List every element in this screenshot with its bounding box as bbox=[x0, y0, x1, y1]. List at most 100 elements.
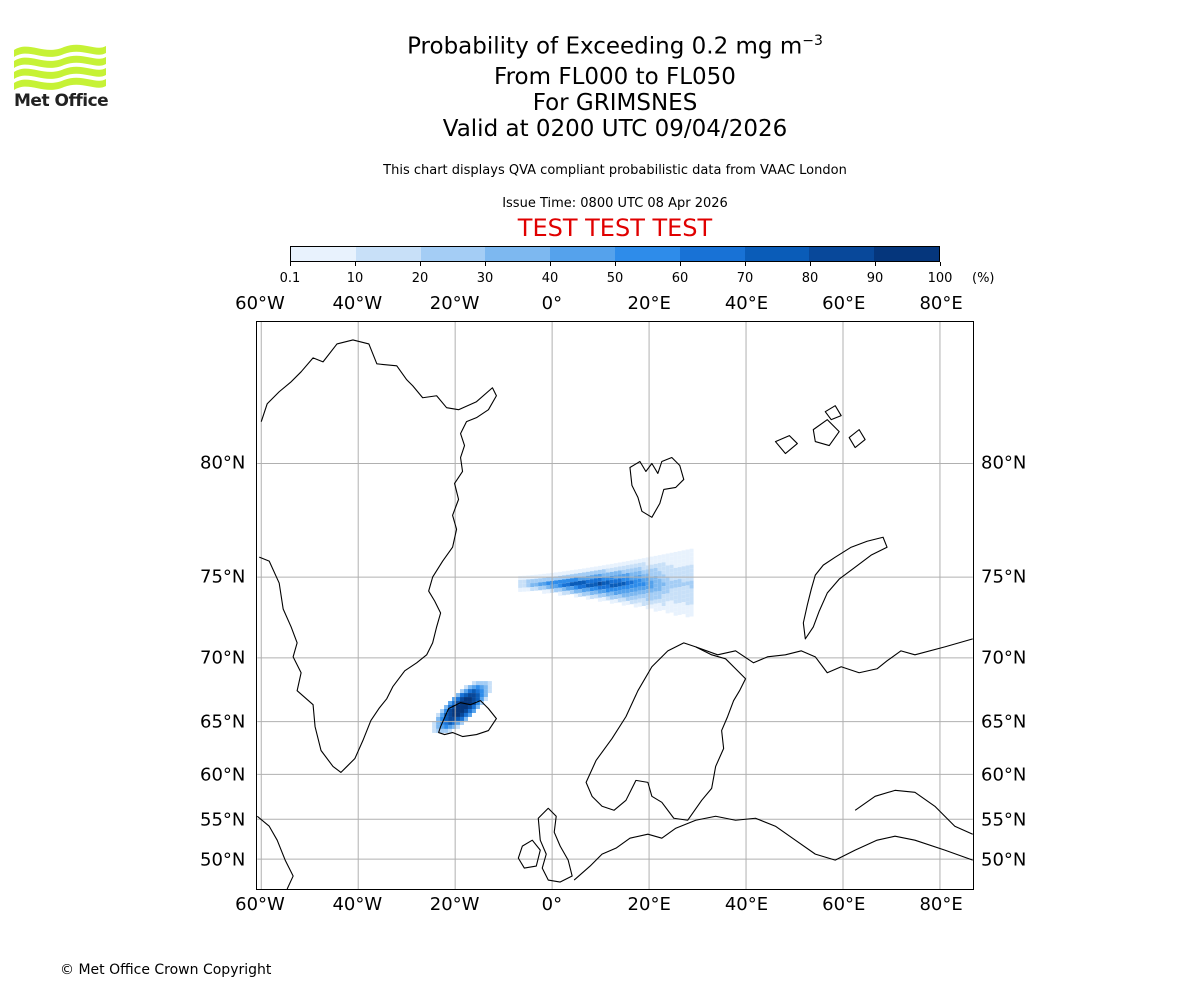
ash-probability-cell bbox=[641, 601, 646, 606]
ash-probability-cell bbox=[585, 579, 590, 584]
ash-probability-cell bbox=[661, 558, 666, 563]
ash-probability-cell bbox=[542, 577, 547, 582]
ash-probability-cell bbox=[669, 572, 674, 577]
longitude-label: 80°E bbox=[919, 894, 963, 915]
ash-probability-cell bbox=[558, 579, 563, 584]
ash-probability-cell bbox=[570, 574, 574, 579]
ash-probability-cell bbox=[534, 582, 539, 587]
ash-probability-cell bbox=[530, 587, 535, 592]
ash-probability-cell bbox=[685, 553, 690, 558]
logo-wave bbox=[14, 77, 106, 90]
test-banner: TEST TEST TEST bbox=[517, 214, 713, 242]
ash-probability-cell bbox=[448, 708, 453, 713]
logo-wave bbox=[14, 44, 106, 57]
ash-probability-cell bbox=[629, 596, 634, 601]
ash-probability-cell bbox=[681, 594, 686, 599]
ash-probability-cell bbox=[673, 595, 678, 600]
ash-probability-cell bbox=[589, 571, 594, 576]
ash-probability-cell bbox=[685, 581, 690, 586]
ash-probability-cell bbox=[677, 567, 682, 572]
ash-probability-cell bbox=[452, 712, 457, 717]
ash-probability-cell bbox=[649, 592, 654, 597]
ash-probability-cell bbox=[558, 575, 563, 580]
ash-probability-cell bbox=[546, 577, 551, 582]
ash-probability-cell bbox=[475, 681, 480, 686]
ash-probability-cell bbox=[597, 589, 602, 594]
ash-probability-cell bbox=[467, 708, 472, 713]
ash-probability-cell bbox=[617, 598, 622, 603]
ash-probability-cell bbox=[637, 582, 642, 587]
ash-probability-cell bbox=[673, 583, 678, 588]
ash-probability-cell bbox=[589, 583, 594, 588]
ash-probability-cell bbox=[633, 567, 638, 572]
ash-probability-cell bbox=[657, 602, 662, 607]
ash-probability-cell bbox=[657, 598, 662, 603]
ash-probability-cell bbox=[617, 582, 622, 587]
ash-probability-cell bbox=[456, 697, 461, 702]
longitude-label: 0° bbox=[541, 293, 563, 314]
ash-probability-cell bbox=[471, 685, 476, 690]
ash-probability-cell bbox=[689, 596, 694, 601]
ash-probability-cell bbox=[460, 716, 464, 721]
ash-probability-cell bbox=[558, 587, 563, 592]
ash-probability-cell bbox=[440, 724, 445, 729]
ash-probability-cell bbox=[657, 567, 662, 572]
ash-probability-cell bbox=[621, 565, 626, 570]
ash-probability-cell bbox=[661, 598, 666, 603]
ash-probability-cell bbox=[597, 565, 602, 570]
coast-iceland bbox=[438, 700, 497, 738]
ash-probability-cell bbox=[665, 565, 670, 570]
ash-probability-cell bbox=[601, 589, 606, 594]
ash-probability-cell bbox=[665, 569, 670, 574]
ash-probability-cell bbox=[613, 579, 618, 584]
ash-probability-cell bbox=[617, 566, 622, 571]
ash-probability-cell bbox=[581, 592, 586, 597]
ash-probability-cell bbox=[460, 712, 464, 717]
ash-probability-cell bbox=[625, 600, 630, 605]
longitude-label: 60°E bbox=[822, 894, 866, 915]
ash-probability-cell bbox=[689, 564, 694, 569]
ash-probability-cell bbox=[581, 584, 586, 589]
ash-probability-cell bbox=[460, 708, 464, 713]
ash-probability-cell bbox=[585, 583, 590, 588]
ash-probability-cell bbox=[621, 561, 626, 566]
ash-probability-cell bbox=[585, 595, 590, 600]
ash-probability-cell bbox=[456, 712, 461, 717]
ash-probability-cell bbox=[593, 594, 598, 599]
ash-probability-cell bbox=[657, 590, 662, 595]
description-text: This chart displays QVA compliant probab… bbox=[383, 163, 847, 178]
colorbar-segment bbox=[874, 247, 939, 261]
ash-probability-cell bbox=[538, 578, 543, 583]
ash-probability-cell bbox=[637, 578, 642, 583]
ash-probability-cell bbox=[601, 565, 606, 570]
ash-probability-cell bbox=[452, 724, 457, 729]
ash-probability-cell bbox=[685, 613, 690, 618]
ash-probability-cell bbox=[479, 685, 484, 690]
ash-probability-cell bbox=[689, 568, 694, 573]
longitude-label: 40°E bbox=[724, 894, 769, 915]
ash-probability-cell bbox=[685, 589, 690, 594]
ash-probability-cell bbox=[665, 553, 670, 558]
ash-probability-cell bbox=[673, 591, 678, 596]
colorbar-tick-mark bbox=[680, 262, 681, 266]
coast-kola-russia bbox=[695, 638, 973, 674]
ash-probability-cell bbox=[475, 685, 480, 690]
ash-probability-cell bbox=[649, 584, 654, 589]
colorbar-tick-label: 30 bbox=[476, 271, 494, 286]
ash-probability-cell bbox=[570, 590, 574, 595]
ash-probability-cell bbox=[530, 583, 535, 588]
ash-probability-cell bbox=[562, 583, 567, 588]
ash-probability-cell bbox=[573, 593, 578, 598]
latitude-label: 50°N bbox=[200, 849, 246, 871]
ash-probability-cell bbox=[629, 588, 634, 593]
ash-probability-cell bbox=[471, 705, 476, 709]
ash-probability-cell bbox=[617, 574, 622, 579]
ash-probability-cell bbox=[653, 555, 658, 560]
ash-probability-cell bbox=[436, 728, 441, 733]
ash-probability-cell bbox=[593, 578, 598, 583]
ash-probability-cell bbox=[448, 724, 453, 729]
ash-probability-cell bbox=[483, 681, 488, 686]
ash-probability-cell bbox=[577, 573, 582, 578]
ash-probability-cell bbox=[653, 591, 658, 596]
ash-probability-cell bbox=[613, 583, 618, 588]
